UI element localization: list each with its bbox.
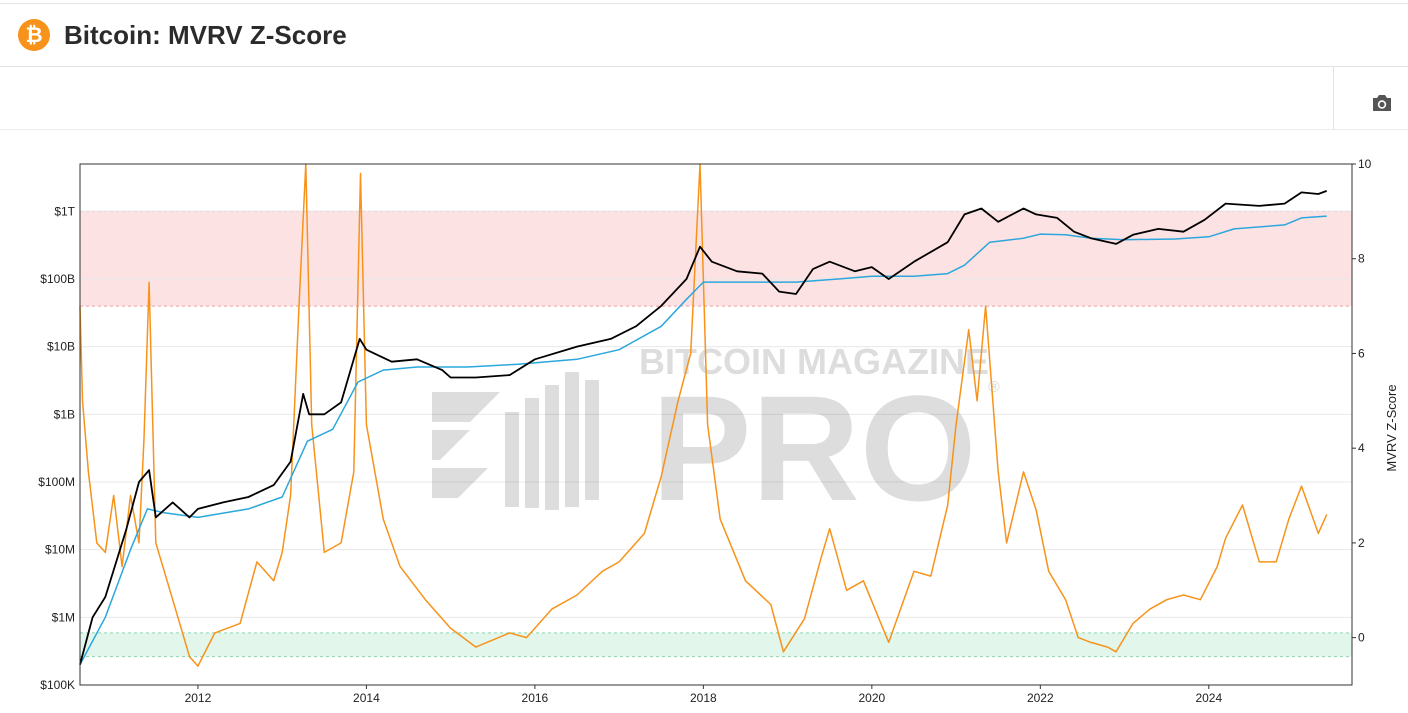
watermark: BITCOIN MAGAZINE PRO ® <box>432 341 1000 532</box>
x-tick-label: 2024 <box>1195 691 1222 705</box>
mvrv-chart: BITCOIN MAGAZINE PRO ® $1T$100B$10B$1B$1… <box>38 157 1399 705</box>
left-tick-label: $1T <box>54 204 75 218</box>
series-lines <box>79 163 1328 667</box>
left-tick-label: $10B <box>47 340 75 354</box>
watermark-logo-icon <box>432 372 599 510</box>
left-tick-label: $1B <box>54 407 75 421</box>
market-cap-line <box>79 190 1328 665</box>
left-tick-label: $1M <box>52 610 75 624</box>
chart-header: ₿ Bitcoin: MVRV Z-Score <box>0 4 1408 67</box>
page-title: Bitcoin: MVRV Z-Score <box>64 19 347 50</box>
x-tick-label: 2016 <box>522 691 549 705</box>
axes: $1T $100B $10B $1B $100M $10M $1M $100K 0 2 4 6 8 10 2… <box>38 157 1371 705</box>
bitcoin-logo-icon: ₿ <box>18 19 50 51</box>
watermark-line1: BITCOIN MAGAZINE <box>639 341 989 382</box>
right-axis-title: MVRV Z-Score <box>1384 384 1399 471</box>
x-tick-label: 2022 <box>1027 691 1054 705</box>
left-tick-label: $100M <box>38 475 75 489</box>
x-tick-label: 2018 <box>690 691 717 705</box>
band-green <box>80 632 1352 657</box>
plot-frame <box>79 163 1353 686</box>
right-tick-label: 6 <box>1358 346 1365 360</box>
right-tick-label: 8 <box>1358 252 1365 266</box>
band-red <box>80 211 1352 307</box>
right-tick-label: 4 <box>1358 441 1365 455</box>
left-tick-label: $10M <box>45 543 75 557</box>
right-tick-label: 0 <box>1358 631 1365 645</box>
chart-toolbar <box>0 67 1408 130</box>
toolbar-divider <box>1333 67 1334 129</box>
camera-icon[interactable] <box>1371 93 1393 113</box>
zscore-line <box>79 163 1328 667</box>
left-tick-label: $100B <box>40 272 75 286</box>
x-tick-label: 2012 <box>185 691 212 705</box>
right-tick-label: 10 <box>1358 157 1372 171</box>
top-border <box>0 0 1408 4</box>
right-tick-label: 2 <box>1358 536 1365 550</box>
watermark-registered: ® <box>988 379 1000 396</box>
realized-cap-line <box>79 215 1327 665</box>
x-tick-label: 2020 <box>858 691 885 705</box>
left-tick-label: $100K <box>40 678 75 692</box>
x-tick-label: 2014 <box>353 691 380 705</box>
watermark-line2: PRO <box>651 364 976 532</box>
